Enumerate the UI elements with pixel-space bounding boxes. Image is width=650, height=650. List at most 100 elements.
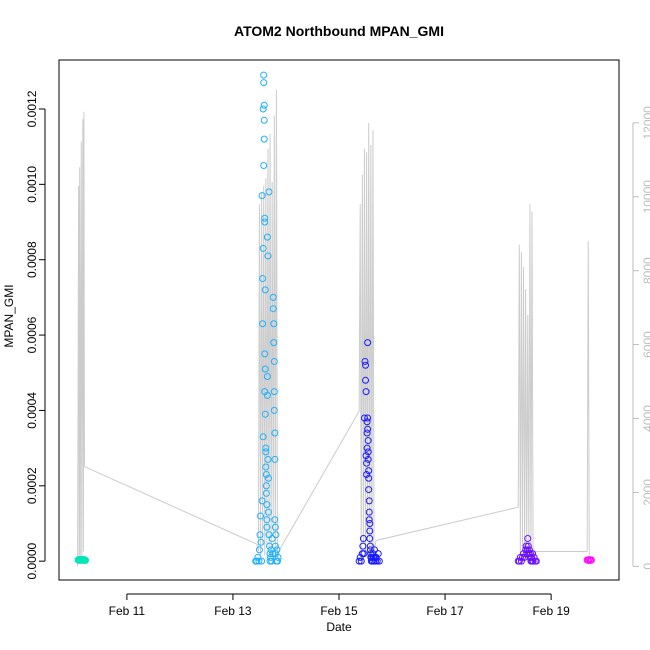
altitude-trace-1: [77, 111, 85, 567]
data-point: [255, 557, 263, 565]
data-point: [365, 516, 373, 524]
y2-tick-label: 2000: [641, 479, 650, 506]
data-point: [260, 71, 268, 79]
x-axis-label: Date: [326, 620, 352, 634]
data-point: [272, 531, 280, 539]
y2-tick-label: 0: [641, 563, 650, 570]
y2-tick-label: 12000: [641, 106, 650, 140]
data-point: [257, 512, 265, 520]
y-tick-label: 0.0000: [25, 542, 39, 579]
data-point: [529, 550, 537, 558]
altitude-trace-4: [517, 204, 535, 560]
data-point: [365, 508, 373, 516]
data-point: [262, 489, 270, 497]
data-point: [269, 305, 277, 313]
data-point: [271, 523, 279, 531]
data-point: [263, 516, 271, 524]
data-point: [373, 557, 381, 565]
plot-frame: [58, 59, 620, 581]
data-point: [363, 459, 371, 467]
data-point: [526, 550, 534, 558]
data-point: [261, 410, 269, 418]
data-point: [258, 557, 266, 565]
data-point: [265, 188, 273, 196]
data-point: [270, 388, 278, 396]
data-point: [260, 116, 268, 124]
data-points-layer: [74, 71, 595, 565]
y-tick-label: 0.0004: [25, 392, 39, 429]
data-point: [259, 244, 267, 252]
y-tick-label: 0.0006: [25, 316, 39, 353]
axes-layer: Feb 11 Feb 13 Feb 15 Feb 17 Feb 19 0.0000 0.00…: [25, 90, 650, 618]
x-tick-label: Feb 13: [214, 604, 252, 618]
data-point: [587, 556, 595, 564]
data-point: [365, 474, 373, 482]
data-point: [271, 516, 279, 524]
data-point: [262, 444, 270, 452]
data-point: [273, 546, 281, 554]
series-3: [355, 339, 383, 565]
data-point: [528, 553, 535, 561]
data-point: [363, 418, 371, 426]
data-point: [365, 467, 373, 475]
y2-tick-label: 8000: [641, 257, 650, 284]
data-point: [355, 557, 363, 565]
data-point: [255, 546, 263, 554]
data-point: [262, 482, 270, 490]
data-point: [364, 339, 372, 347]
data-point: [268, 535, 276, 543]
data-point: [374, 550, 382, 558]
data-point: [266, 550, 274, 558]
data-point: [363, 470, 371, 478]
data-point: [263, 233, 271, 241]
data-point: [270, 406, 278, 414]
altitude-line-layer: [77, 89, 590, 567]
data-point: [357, 557, 365, 565]
data-point: [359, 542, 367, 550]
series-1: [74, 555, 90, 564]
x-tick-label: Feb 11: [109, 604, 146, 618]
data-point: [260, 135, 268, 143]
data-point: [260, 162, 268, 170]
data-point: [521, 553, 529, 561]
data-point: [261, 286, 269, 294]
data-point: [366, 527, 374, 535]
data-point: [364, 455, 372, 463]
y-tick-label: 0.0002: [25, 467, 39, 504]
altitude-trace-5: [586, 241, 590, 556]
data-point: [530, 553, 538, 561]
y-tick-label: 0.0012: [25, 90, 39, 127]
data-point: [261, 350, 269, 358]
data-point: [356, 553, 364, 561]
data-point: [365, 486, 373, 494]
data-point: [257, 538, 265, 546]
x-tick-label: Feb 15: [320, 604, 358, 618]
data-point: [258, 192, 266, 200]
data-point: [363, 429, 371, 437]
data-point: [524, 535, 532, 543]
data-point: [262, 463, 270, 471]
data-point: [274, 553, 282, 561]
data-point: [271, 429, 279, 437]
data-point: [364, 448, 372, 456]
data-point: [362, 388, 370, 396]
data-point: [264, 455, 272, 463]
data-point: [260, 101, 268, 109]
data-point: [254, 553, 262, 561]
data-point: [360, 550, 368, 558]
data-point: [363, 444, 371, 452]
data-point: [365, 497, 373, 505]
data-point: [270, 320, 278, 328]
data-point: [259, 275, 267, 283]
data-point: [270, 357, 278, 365]
data-point: [264, 508, 272, 516]
data-point: [263, 373, 271, 381]
data-point: [366, 535, 374, 543]
data-point: [532, 557, 540, 565]
data-point: [262, 470, 270, 478]
data-point: [362, 376, 370, 384]
data-point: [366, 519, 374, 527]
data-point: [267, 553, 275, 561]
y2-tick-label: 10000: [641, 180, 650, 214]
